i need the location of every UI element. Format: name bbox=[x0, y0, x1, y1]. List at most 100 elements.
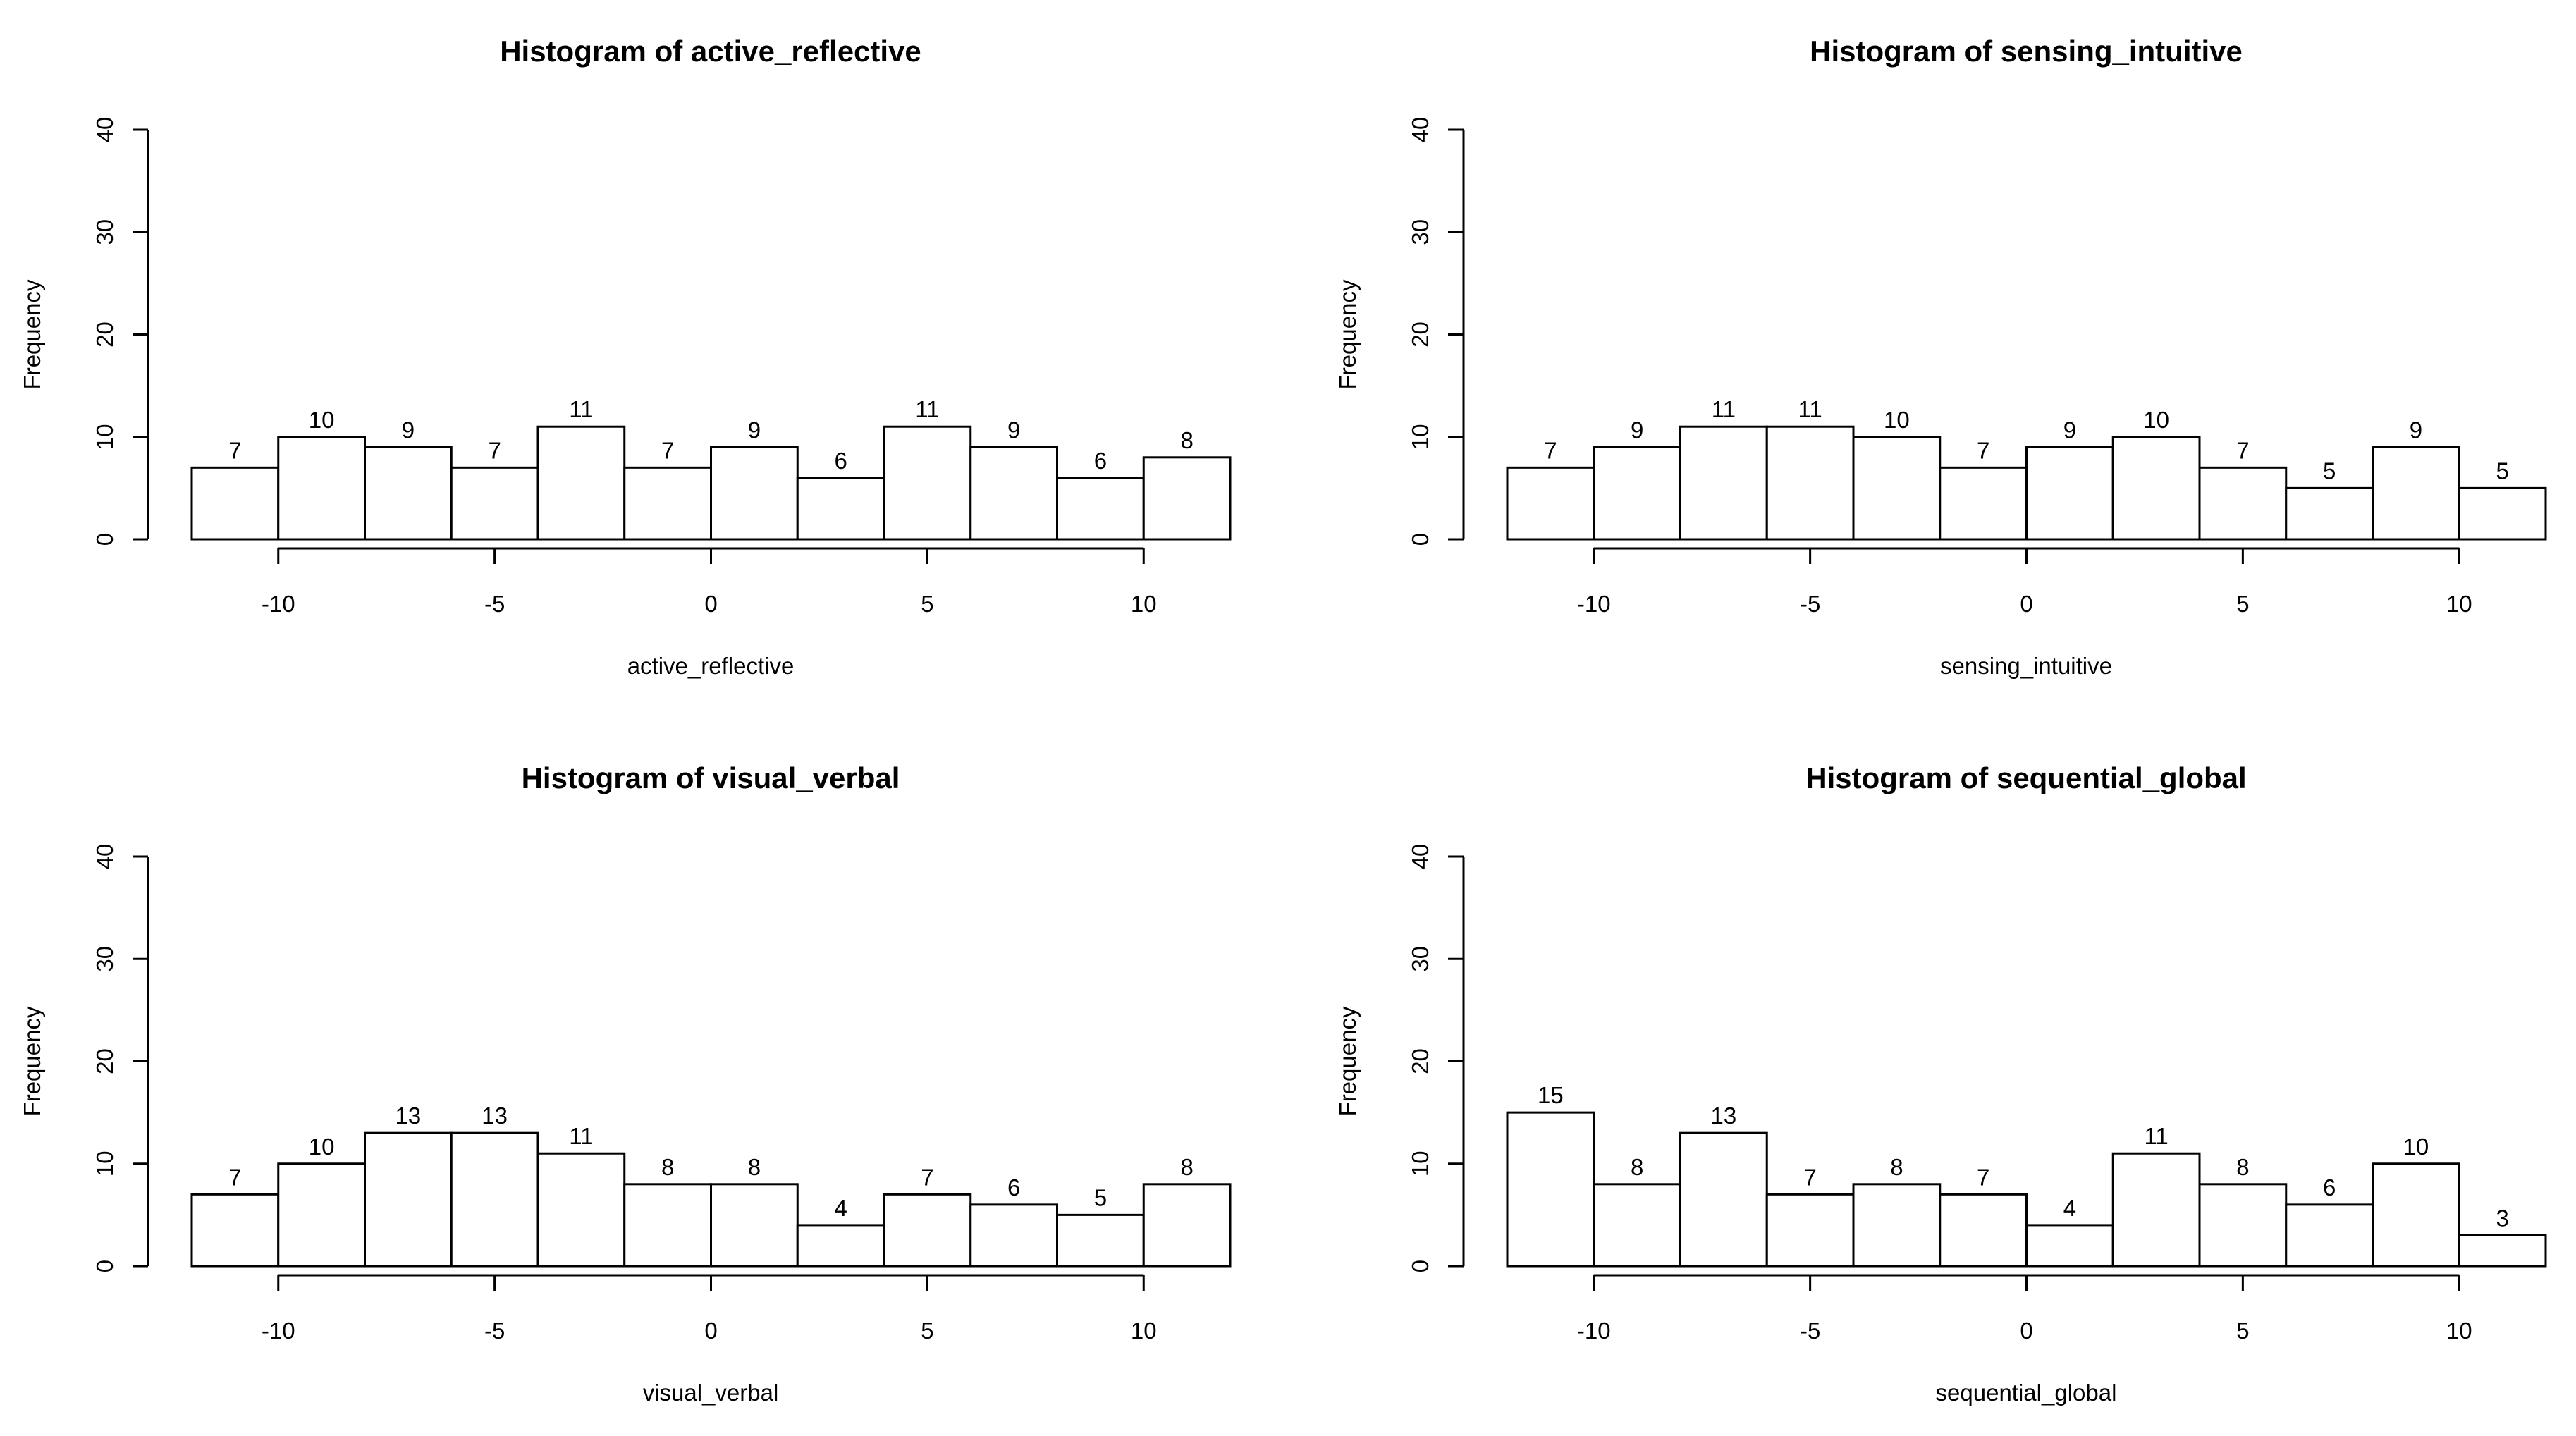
bar-value-label: 7 bbox=[661, 437, 674, 463]
bar-value-label: 7 bbox=[228, 1164, 241, 1190]
bar-value-label: 7 bbox=[1544, 437, 1557, 463]
histogram-bar bbox=[1765, 425, 1855, 541]
histogram-bar bbox=[1142, 1183, 1232, 1268]
histogram-bar bbox=[277, 436, 366, 541]
histogram-bar bbox=[1852, 436, 1942, 541]
x-tick-label: -10 bbox=[262, 591, 295, 617]
histogram-bar bbox=[1056, 477, 1145, 541]
histogram-bar bbox=[450, 466, 539, 541]
histogram-bar bbox=[2458, 1234, 2547, 1268]
x-axis-label: visual_verbal bbox=[643, 1380, 779, 1406]
y-tick-label: 30 bbox=[92, 946, 118, 972]
bar-value-label: 10 bbox=[309, 407, 335, 433]
x-tick-label: 5 bbox=[921, 1318, 933, 1344]
histogram-bar bbox=[277, 1162, 366, 1268]
y-tick-label: 10 bbox=[92, 424, 118, 450]
y-tick-label: 0 bbox=[92, 1260, 118, 1272]
bar-value-label: 8 bbox=[1890, 1154, 1903, 1180]
y-tick-label: 40 bbox=[92, 117, 118, 143]
x-axis-label: sequential_global bbox=[1936, 1380, 2117, 1406]
y-tick-label: 0 bbox=[1407, 1260, 1433, 1272]
y-axis-label: Frequency bbox=[1335, 279, 1361, 389]
histogram-bar bbox=[2198, 466, 2288, 541]
bar-value-label: 10 bbox=[2403, 1134, 2429, 1160]
bar-value-label: 9 bbox=[1631, 417, 1643, 443]
histogram-bar bbox=[969, 1203, 1058, 1268]
y-tick-label: 40 bbox=[1407, 844, 1433, 870]
bar-value-label: 9 bbox=[2410, 417, 2422, 443]
histogram-bar bbox=[1593, 446, 1681, 541]
x-tick-label: 5 bbox=[2236, 1318, 2249, 1344]
bar-value-label: 9 bbox=[2063, 417, 2076, 443]
bar-value-label: 4 bbox=[2063, 1195, 2076, 1221]
histogram-bar bbox=[969, 446, 1058, 541]
bar-value-label: 7 bbox=[1803, 1164, 1816, 1190]
y-tick-label: 0 bbox=[92, 533, 118, 546]
x-tick-label: -5 bbox=[484, 591, 505, 617]
bar-value-label: 7 bbox=[1977, 437, 1989, 463]
x-tick-label: 0 bbox=[704, 591, 717, 617]
y-axis-label: Frequency bbox=[19, 279, 45, 389]
y-tick-label: 40 bbox=[92, 844, 118, 870]
y-tick-label: 40 bbox=[1407, 117, 1433, 143]
bar-value-label: 7 bbox=[1977, 1164, 1989, 1190]
histogram-bar bbox=[623, 466, 712, 541]
histogram-bar bbox=[796, 477, 885, 541]
bar-value-label: 13 bbox=[482, 1103, 508, 1129]
x-tick-label: 10 bbox=[1131, 591, 1157, 617]
x-axis-label: active_reflective bbox=[627, 653, 795, 679]
histogram-bar bbox=[1679, 1131, 1768, 1268]
y-tick-label: 20 bbox=[92, 1048, 118, 1074]
bar-value-label: 8 bbox=[1180, 427, 1193, 453]
bar-value-label: 11 bbox=[569, 396, 593, 422]
bar-value-label: 8 bbox=[661, 1154, 674, 1180]
bar-value-label: 9 bbox=[1007, 417, 1020, 443]
histogram-bar bbox=[2198, 1183, 2288, 1268]
histogram-bar bbox=[364, 446, 453, 541]
x-tick-label: 10 bbox=[2446, 1318, 2472, 1344]
histogram-bar bbox=[2458, 486, 2547, 541]
x-tick-label: -5 bbox=[1800, 1318, 1820, 1344]
bar-value-label: 11 bbox=[1798, 396, 1822, 422]
y-tick-label: 10 bbox=[1407, 1150, 1433, 1177]
x-axis-label: sensing_intuitive bbox=[1940, 653, 2112, 679]
bar-value-label: 8 bbox=[1631, 1154, 1643, 1180]
x-tick-label: -5 bbox=[1800, 591, 1820, 617]
histogram-bar bbox=[450, 1131, 539, 1268]
x-tick-label: -10 bbox=[1577, 1318, 1611, 1344]
bar-value-label: 7 bbox=[228, 437, 241, 463]
histogram-bar bbox=[1506, 1111, 1595, 1268]
bar-value-label: 6 bbox=[1007, 1174, 1020, 1201]
y-tick-label: 30 bbox=[92, 219, 118, 245]
histogram-bar bbox=[710, 446, 799, 541]
y-axis-label: Frequency bbox=[19, 1006, 45, 1116]
bar-value-label: 10 bbox=[1884, 407, 1910, 433]
histogram-bar bbox=[2111, 1152, 2201, 1268]
histogram-bar bbox=[364, 1131, 453, 1268]
x-tick-label: -10 bbox=[262, 1318, 295, 1344]
histogram-bar bbox=[2025, 1224, 2114, 1268]
chart-title: Histogram of sensing_intuitive bbox=[1810, 35, 2243, 68]
x-tick-label: 5 bbox=[921, 591, 933, 617]
histogram-bar bbox=[1939, 466, 2028, 541]
x-tick-label: 10 bbox=[2446, 591, 2472, 617]
histogram-bar bbox=[883, 425, 972, 541]
histogram-bar bbox=[1765, 1193, 1855, 1268]
histogram-bar bbox=[1506, 466, 1595, 541]
histogram-bar bbox=[2025, 446, 2114, 541]
chart-title: Histogram of active_reflective bbox=[500, 35, 921, 68]
y-tick-label: 10 bbox=[1407, 424, 1433, 450]
histogram-bar bbox=[190, 1193, 280, 1268]
x-tick-label: -10 bbox=[1577, 591, 1611, 617]
bar-value-label: 9 bbox=[402, 417, 415, 443]
y-tick-label: 0 bbox=[1407, 533, 1433, 546]
histogram-bar bbox=[2372, 1162, 2460, 1268]
bar-value-label: 11 bbox=[915, 396, 939, 422]
bar-value-label: 15 bbox=[1538, 1082, 1564, 1108]
histogram-bar bbox=[1939, 1193, 2028, 1268]
histogram-bar bbox=[1852, 1183, 1942, 1268]
y-tick-label: 20 bbox=[92, 321, 118, 348]
histogram-bar bbox=[710, 1183, 799, 1268]
